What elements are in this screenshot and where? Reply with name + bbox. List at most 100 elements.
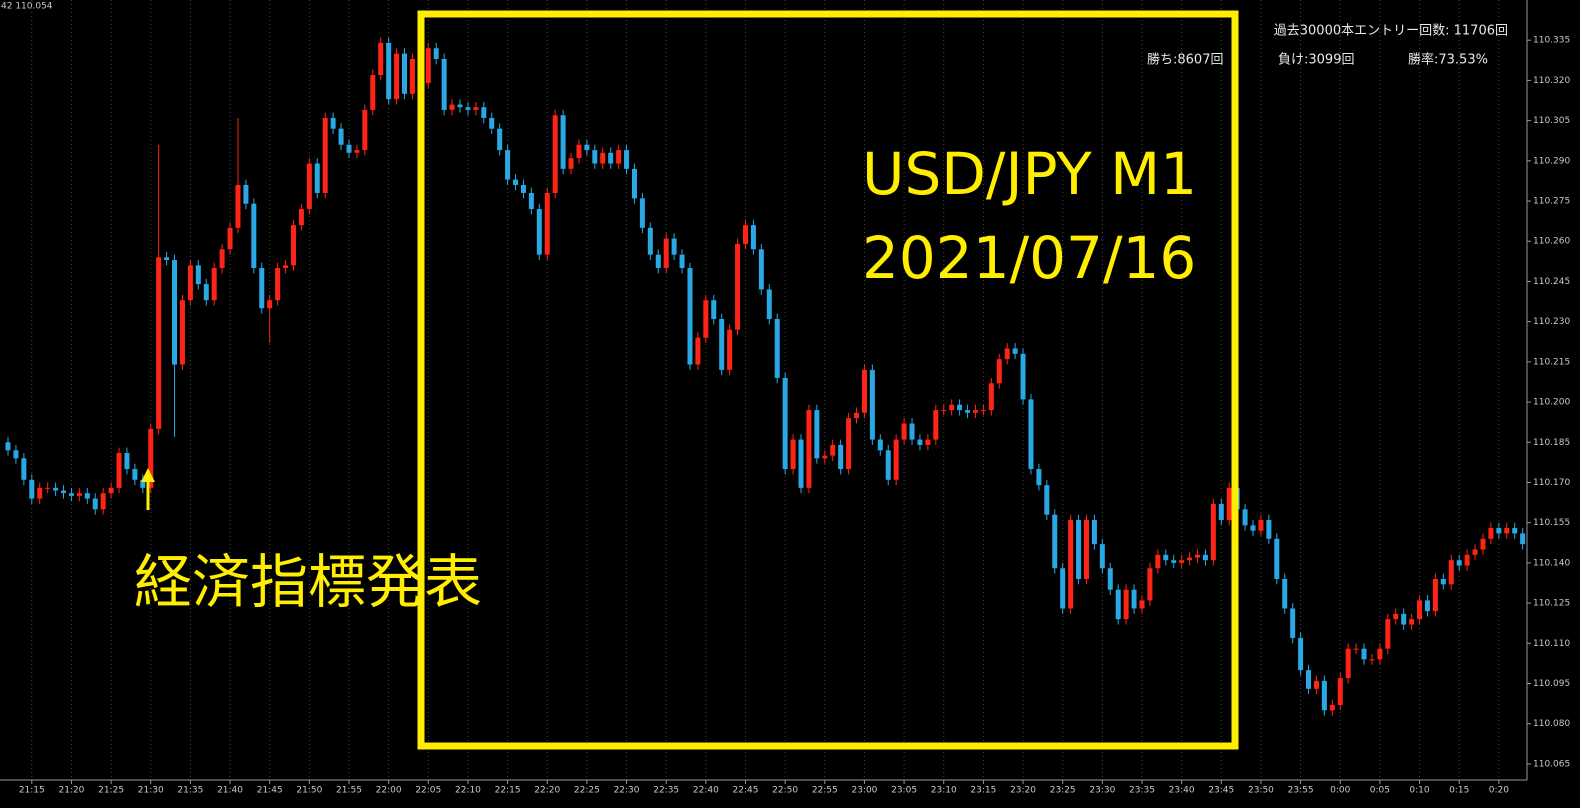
candle-body <box>1337 678 1343 705</box>
candle-body <box>941 410 947 412</box>
candle-body <box>1353 648 1359 650</box>
x-tick-label: 22:15 <box>495 786 521 796</box>
x-tick-label: 0:00 <box>1330 786 1350 796</box>
candle-body <box>227 227 233 250</box>
candle-body <box>727 329 733 370</box>
candle-body <box>814 410 820 459</box>
y-tick-label: 110.200 <box>1533 398 1570 408</box>
candle-body <box>1512 528 1518 534</box>
candle-body <box>1424 600 1430 612</box>
candle-body <box>195 265 201 285</box>
x-tick-label: 22:45 <box>733 786 759 796</box>
axes: 110.065 110.080 110.095 110.110 110.125 110.1… <box>19 36 1571 796</box>
candle-body <box>552 115 558 193</box>
candle-body <box>187 265 193 301</box>
candle-body <box>1226 487 1232 520</box>
candle-body <box>1187 557 1193 561</box>
y-tick-label: 110.140 <box>1533 558 1570 568</box>
candle-body <box>1448 560 1454 585</box>
candle-body <box>346 144 352 153</box>
x-tick-label: 0:20 <box>1489 786 1509 796</box>
candle-body <box>76 493 82 496</box>
candle-body <box>409 58 415 94</box>
candle-body <box>624 150 630 169</box>
date-annotation: 2021/07/16 <box>862 224 1196 292</box>
x-tick-label: 21:55 <box>336 786 362 796</box>
x-tick-label: 22:25 <box>574 786 600 796</box>
candle-body <box>608 152 614 164</box>
candle-body <box>996 359 1002 384</box>
candle-body <box>1361 648 1367 660</box>
candle-body <box>1218 503 1224 520</box>
candle-body <box>917 439 923 445</box>
x-tick-label: 23:25 <box>1050 786 1076 796</box>
candle-body <box>687 268 693 365</box>
candle-body <box>132 469 138 480</box>
candle-body <box>1068 520 1074 609</box>
candle-body <box>37 487 43 499</box>
x-tick-label: 22:30 <box>614 786 640 796</box>
candle-body <box>1052 514 1058 569</box>
x-tick-label: 21:50 <box>296 786 322 796</box>
x-tick-label: 22:55 <box>812 786 838 796</box>
x-tick-label: 23:30 <box>1089 786 1115 796</box>
candle-body <box>631 168 637 199</box>
candle-body <box>1131 589 1137 609</box>
candle-body <box>322 117 328 193</box>
candle-body <box>774 318 780 378</box>
candle-body <box>402 53 407 94</box>
candle-body <box>68 493 74 496</box>
candle-body <box>877 439 883 451</box>
candle-body <box>1012 348 1018 354</box>
candle-body <box>901 423 907 440</box>
candle-body <box>1258 520 1264 531</box>
x-tick-label: 0:10 <box>1409 786 1429 796</box>
candle-body <box>790 439 796 470</box>
candle-body <box>600 152 606 164</box>
arrow-head <box>141 468 155 482</box>
x-tick-label: 21:30 <box>138 786 164 796</box>
candle-body <box>259 268 265 309</box>
candle-body <box>1250 525 1256 531</box>
candle-body <box>616 150 622 164</box>
candle-body <box>544 192 550 255</box>
candle-body <box>560 115 566 169</box>
x-tick-label: 21:25 <box>98 786 124 796</box>
candle-body <box>362 109 368 151</box>
candle-body <box>433 48 439 59</box>
x-tick-label: 23:45 <box>1208 786 1234 796</box>
candle-body <box>5 442 11 451</box>
x-tick-label: 23:40 <box>1169 786 1195 796</box>
candle-body <box>100 493 106 510</box>
candle-body <box>378 42 384 76</box>
candle-body <box>386 42 392 100</box>
x-tick-label: 22:00 <box>376 786 402 796</box>
y-tick-label: 110.245 <box>1533 277 1570 287</box>
candle-body <box>1401 613 1407 625</box>
candle-body <box>1036 469 1042 486</box>
candle-body <box>243 184 249 204</box>
event-arrow <box>141 468 155 510</box>
candle-body <box>735 243 741 330</box>
x-tick-label: 22:40 <box>693 786 719 796</box>
candle-body <box>980 410 986 412</box>
pair-annotation: USD/JPY M1 <box>862 140 1197 208</box>
candle-body <box>275 268 281 301</box>
stats-winrate: 勝率:73.53% <box>1408 52 1488 68</box>
candle-body <box>1060 568 1066 609</box>
candle-body <box>782 377 788 470</box>
candle-body <box>861 369 867 413</box>
x-tick-label: 23:50 <box>1248 786 1274 796</box>
candle-body <box>909 423 915 440</box>
candle-body <box>1210 503 1216 561</box>
candle-body <box>306 163 312 210</box>
candle-body <box>742 225 748 244</box>
candle-body <box>1282 578 1288 609</box>
candle-body <box>750 225 756 250</box>
candle-body <box>219 249 225 269</box>
candle-body <box>1171 560 1177 563</box>
x-tick-label: 21:40 <box>217 786 243 796</box>
candle-body <box>1520 533 1526 545</box>
candle-body <box>1321 680 1327 711</box>
candle-body <box>497 128 503 151</box>
